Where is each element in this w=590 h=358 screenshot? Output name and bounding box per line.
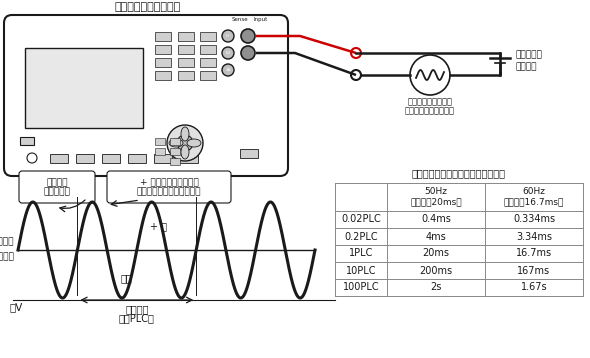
Text: 100PLC: 100PLC [343,282,379,292]
Text: 10PLC: 10PLC [346,266,376,276]
Bar [170,148,180,155]
Circle shape [351,48,361,58]
Bar [178,71,194,80]
Text: 0.334ms: 0.334ms [513,214,555,224]
Bar [76,154,94,163]
Circle shape [177,135,193,151]
Text: 1A: 1A [225,68,231,72]
Text: 200ms: 200ms [419,266,453,276]
Text: 商用電源に由来する: 商用電源に由来する [408,97,453,106]
Bar [178,58,194,67]
Bar [155,58,171,67]
Circle shape [241,46,255,60]
Text: 積分時間: 積分時間 [125,304,149,314]
Text: HI: HI [226,34,230,38]
Text: 2s: 2s [430,282,442,292]
Bar [154,154,172,163]
Bar [50,154,68,163]
Circle shape [222,30,234,42]
Text: 4ms: 4ms [425,232,447,242]
Bar [20,137,34,145]
Bar [200,58,216,67]
Bar [128,154,146,163]
Text: + 側と一側は打ち消し: + 側と一側は打ち消し [140,179,198,188]
Text: （瞬時値）: （瞬時値） [44,188,70,197]
Text: 60Hz: 60Hz [523,188,546,197]
FancyBboxPatch shape [19,171,95,203]
Text: 1.67s: 1.67s [521,282,548,292]
Text: 入力電圧: 入力電圧 [46,179,68,188]
Ellipse shape [187,139,201,147]
Text: 1PLC: 1PLC [349,248,373,258]
Text: 0.2PLC: 0.2PLC [344,232,378,242]
Bar [25,48,143,128]
Text: （１PLC）: （１PLC） [119,313,155,323]
Bar [155,32,171,41]
Bar [155,71,171,80]
Text: 20ms: 20ms [422,248,450,258]
Bar [200,32,216,41]
Text: Sense: Sense [232,17,248,22]
Bar [178,32,194,41]
Text: 0.4ms: 0.4ms [421,214,451,224]
Circle shape [27,153,37,163]
Bar [155,138,165,145]
Text: 合って平均値がゼロとなる: 合って平均値がゼロとなる [137,188,201,197]
Text: 16.7ms: 16.7ms [516,248,552,258]
Ellipse shape [169,139,183,147]
Bar [200,45,216,54]
Circle shape [241,29,255,43]
Text: 167ms: 167ms [517,266,550,276]
Bar [170,138,180,145]
Text: 直流電圧: 直流電圧 [0,237,14,246]
Text: ０V: ０V [10,302,24,312]
Text: ノーマルモードノイズ: ノーマルモードノイズ [405,106,455,115]
Bar [155,45,171,54]
Bar [102,154,120,163]
Text: デジタルマルチメータ: デジタルマルチメータ [115,2,181,12]
Bar [240,149,258,158]
Text: Input: Input [254,17,268,22]
Circle shape [167,125,203,161]
Text: デジタル・マルチメータの積分時間: デジタル・マルチメータの積分時間 [412,168,506,178]
Text: 3.34ms: 3.34ms [516,232,552,242]
Ellipse shape [181,145,189,159]
Circle shape [222,47,234,59]
Text: 一側: 一側 [120,273,132,283]
Text: + 側: + 側 [149,221,166,231]
Bar [170,158,180,165]
Bar [178,45,194,54]
Circle shape [351,70,361,80]
Circle shape [410,55,450,95]
FancyBboxPatch shape [107,171,231,203]
Bar [155,148,165,155]
Text: （周期：20ms）: （周期：20ms） [410,198,462,207]
Text: LO: LO [225,51,231,55]
FancyBboxPatch shape [4,15,288,176]
Bar [200,71,216,80]
Circle shape [222,64,234,76]
Text: 0.02PLC: 0.02PLC [341,214,381,224]
Text: （周期：16.7ms）: （周期：16.7ms） [504,198,564,207]
Bar [180,154,198,163]
Text: 50Hz: 50Hz [424,188,447,197]
Text: 測定対象の
直流電圧: 測定対象の 直流電圧 [515,50,542,72]
Text: （平均値）: （平均値） [0,252,14,261]
Ellipse shape [181,127,189,141]
